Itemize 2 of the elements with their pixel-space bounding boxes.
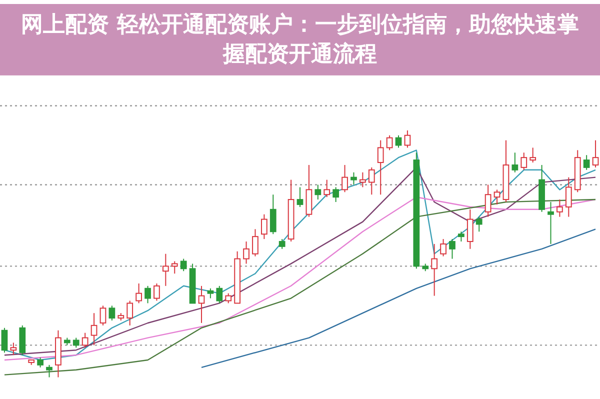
title: 握配资开通流程 — [223, 42, 377, 68]
title: 网上配资 轻松开通配资账户：一步到位指南，助您快速掌 — [21, 12, 579, 38]
